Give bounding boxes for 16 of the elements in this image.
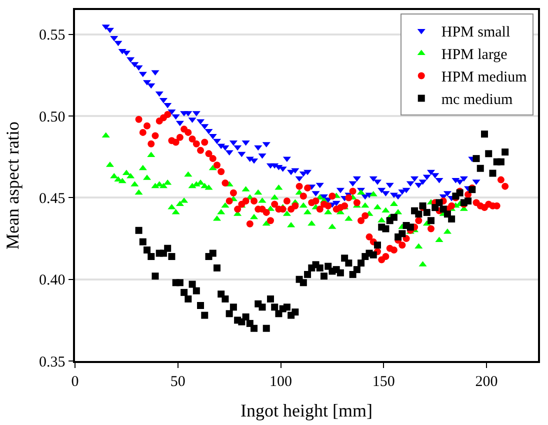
legend-label: HPM medium (441, 70, 528, 86)
x-tick-label: 50 (170, 374, 186, 390)
y-tick-label: 0.45 (39, 190, 66, 207)
x-axis-title: Ingot height [mm] (240, 400, 372, 420)
x-tick-label: 0 (71, 374, 79, 390)
x-tick-label: 100 (270, 374, 292, 390)
legend-label: HPM small (441, 24, 510, 41)
y-axis-title: Mean aspect ratio (2, 122, 23, 250)
legend-label: HPM large (441, 47, 508, 64)
y-tick-label: 0.55 (39, 28, 66, 44)
legend-label: mc medium (441, 92, 513, 108)
x-tick-label: 150 (372, 374, 395, 390)
x-tick-label: 200 (475, 374, 498, 390)
y-tick-label: 0.35 (39, 354, 66, 370)
y-tick-label: 0.40 (39, 272, 66, 289)
y-tick-label: 0.50 (39, 109, 66, 126)
